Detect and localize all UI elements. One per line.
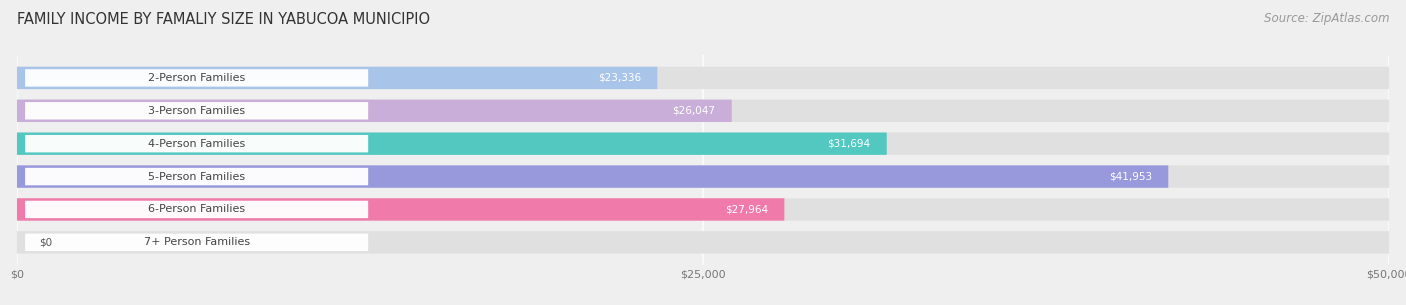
FancyBboxPatch shape	[17, 100, 1389, 122]
FancyBboxPatch shape	[17, 165, 1168, 188]
FancyBboxPatch shape	[17, 67, 1389, 89]
Text: 5-Person Families: 5-Person Families	[148, 172, 245, 181]
Text: 4-Person Families: 4-Person Families	[148, 139, 245, 149]
Text: $23,336: $23,336	[598, 73, 641, 83]
Text: $0: $0	[39, 237, 52, 247]
Text: 7+ Person Families: 7+ Person Families	[143, 237, 250, 247]
Text: 6-Person Families: 6-Person Families	[148, 204, 245, 214]
FancyBboxPatch shape	[17, 165, 1389, 188]
FancyBboxPatch shape	[17, 198, 1389, 221]
Text: $31,694: $31,694	[827, 139, 870, 149]
FancyBboxPatch shape	[25, 201, 368, 218]
Text: Source: ZipAtlas.com: Source: ZipAtlas.com	[1264, 12, 1389, 25]
FancyBboxPatch shape	[17, 132, 1389, 155]
FancyBboxPatch shape	[17, 198, 785, 221]
Text: FAMILY INCOME BY FAMALIY SIZE IN YABUCOA MUNICIPIO: FAMILY INCOME BY FAMALIY SIZE IN YABUCOA…	[17, 12, 430, 27]
Text: 2-Person Families: 2-Person Families	[148, 73, 245, 83]
FancyBboxPatch shape	[17, 231, 1389, 253]
FancyBboxPatch shape	[17, 132, 887, 155]
FancyBboxPatch shape	[25, 69, 368, 87]
Text: 3-Person Families: 3-Person Families	[148, 106, 245, 116]
Text: $26,047: $26,047	[672, 106, 716, 116]
FancyBboxPatch shape	[25, 135, 368, 152]
FancyBboxPatch shape	[25, 168, 368, 185]
FancyBboxPatch shape	[25, 102, 368, 120]
Text: $41,953: $41,953	[1109, 172, 1152, 181]
FancyBboxPatch shape	[17, 100, 731, 122]
FancyBboxPatch shape	[25, 234, 368, 251]
Text: $27,964: $27,964	[724, 204, 768, 214]
FancyBboxPatch shape	[17, 67, 658, 89]
